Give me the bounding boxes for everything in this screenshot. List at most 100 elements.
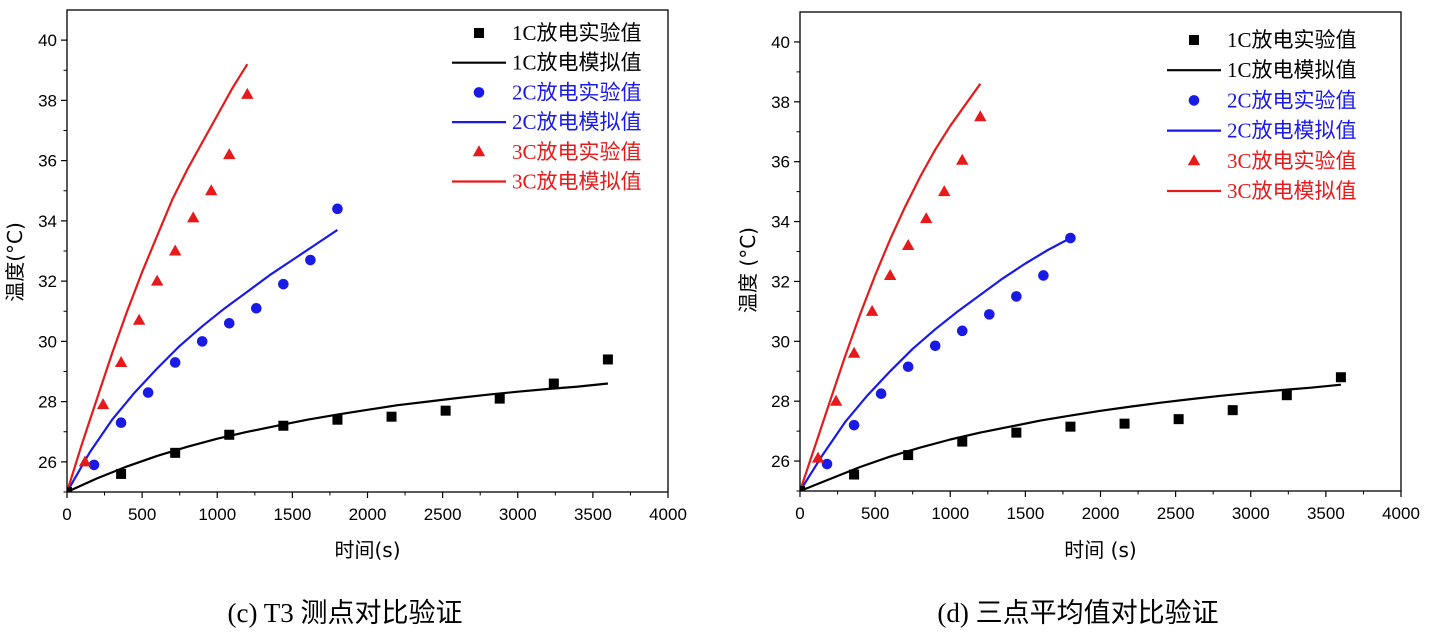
data-point [1038,270,1049,281]
data-point [902,361,914,373]
x-tick-label: 3500 [1307,504,1345,523]
data-point [223,148,236,160]
y-tick-label: 30 [771,332,790,351]
data-point [187,211,200,223]
data-point [96,398,110,410]
chart-0: 0 500 1000 1500 2000 2500 3000 3500 4000 26 28 30 32… [3,9,687,628]
data-point [196,336,208,347]
y-tick-label: 34 [38,212,57,231]
data-point [811,451,825,463]
data-layer [800,83,1346,491]
legend-label: 1C放电实验值 [1227,28,1357,52]
x-tick-label: 1500 [1006,504,1044,523]
y-tick-label: 32 [38,272,57,291]
data-point [957,436,968,447]
data-point [849,469,860,480]
data-point [883,268,897,280]
y-tick-label: 26 [771,452,790,471]
x-tick-label: 500 [861,504,889,523]
x-tick-label: 2000 [1082,504,1120,523]
data-point [386,411,397,422]
data-point [116,468,127,479]
data-point [88,459,100,471]
y-tick-label: 34 [771,213,790,232]
data-point [150,274,164,286]
x-tick-label: 4000 [1382,504,1420,523]
data-point [115,417,127,429]
legend: 1C放电实验值 1C放电模拟值 2C放电实验值 2C放电模拟值 3C放电实验值 3C放电模… [1167,28,1357,203]
x-tick-label: 2000 [349,505,387,524]
series-line-5 [800,83,982,491]
data-point [241,87,254,99]
data-point [251,302,262,314]
x-axis-label: 时间(s) [334,538,400,562]
legend-label: 3C放电模拟值 [512,170,642,194]
data-point [984,309,995,320]
data-point [875,388,887,400]
x-tick-label: 1500 [273,505,311,524]
data-point [132,313,146,325]
series-line-3 [67,228,339,492]
data-point [929,340,941,352]
x-tick-label: 2500 [424,505,462,524]
data-point [67,487,72,492]
legend-label: 1C放电模拟值 [1227,58,1357,82]
legend-label: 3C放电实验值 [1227,149,1357,173]
data-point [829,394,843,406]
data-point [1011,427,1022,438]
data-point [305,254,316,266]
y-axis-label: 温度(°C) [3,222,27,302]
y-tick-label: 28 [38,393,57,412]
data-layer [67,63,613,492]
legend-label: 3C放电实验值 [512,140,642,164]
data-point [821,458,833,470]
legend-label: 1C放电实验值 [512,21,642,45]
data-point [278,278,289,290]
data-point [494,393,505,404]
data-point [1281,390,1292,401]
data-point [956,153,969,165]
figure-caption: (c) T3 测点对比验证 [228,598,463,628]
data-point [1011,291,1022,302]
y-tick-label: 30 [38,332,57,351]
data-point [1335,372,1346,383]
legend-swatch-marker [1187,154,1201,166]
figure-caption: (d) 三点平均值对比验证 [937,598,1218,628]
x-tick-label: 4000 [649,505,687,524]
chart-1: 0 500 1000 1500 2000 2500 3000 3500 4000 26 28 30 32… [736,11,1420,628]
data-point [901,239,915,251]
x-tick-label: 3500 [574,505,612,524]
y-tick-label: 40 [38,31,57,50]
data-point [78,455,92,467]
legend-label: 2C放电实验值 [1227,88,1357,112]
data-point [278,420,289,431]
data-point [170,447,181,458]
data-point [1173,414,1184,425]
x-tick-label: 1000 [198,505,236,524]
y-tick-label: 40 [771,33,790,52]
legend-swatch-marker [1188,95,1200,106]
series-line-1 [67,382,609,492]
legend-swatch-marker [474,28,484,38]
y-axis-label: 温度 (°C) [736,227,760,313]
data-point [1065,421,1076,432]
data-point [865,304,879,316]
data-point [332,203,343,215]
legend-label: 2C放电模拟值 [512,110,642,134]
legend-swatch-marker [1189,35,1199,45]
legend-label: 1C放电模拟值 [512,51,642,75]
y-tick-label: 32 [771,272,790,291]
legend-label: 2C放电模拟值 [1227,119,1357,143]
y-tick-label: 38 [38,91,57,110]
data-point [114,355,128,367]
data-point [205,184,218,196]
data-point [169,357,181,368]
x-tick-label: 0 [62,505,71,524]
data-point [847,346,861,358]
data-point [938,185,951,197]
legend-label: 2C放电实验值 [512,80,642,104]
data-point [800,486,805,491]
y-tick-label: 38 [771,93,790,112]
legend-label: 3C放电模拟值 [1227,179,1357,203]
